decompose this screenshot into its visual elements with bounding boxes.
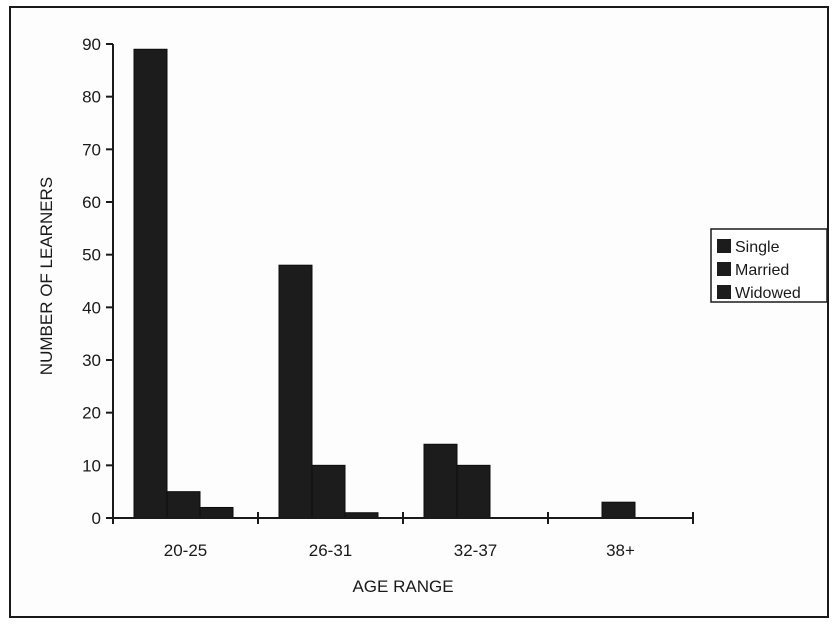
y-tick-label: 90 (82, 35, 101, 54)
y-tick-label: 20 (82, 404, 101, 423)
y-tick-label: 40 (82, 298, 101, 317)
x-category-label: 32-37 (454, 541, 497, 560)
x-labels-group: 20-25 26-31 32-37 38+ (164, 541, 635, 560)
bar-married-20-25 (166, 491, 201, 519)
bar-single-26-31 (278, 264, 313, 519)
y-axis-title: NUMBER OF LEARNERS (37, 177, 56, 375)
legend: Single Married Widowed (710, 228, 828, 303)
y-tick-label: 80 (82, 88, 101, 107)
bar-married-26-31 (311, 464, 346, 519)
x-category-label: 20-25 (164, 541, 207, 560)
bar-widowed-20-25 (199, 506, 234, 519)
legend-swatch-single (717, 239, 731, 253)
bars-group (133, 48, 636, 519)
legend-label-married: Married (735, 262, 789, 279)
x-category-label: 38+ (606, 541, 635, 560)
y-tick-label: 70 (82, 140, 101, 159)
y-tick-label: 0 (92, 509, 101, 528)
y-tick-label: 50 (82, 246, 101, 265)
y-ticks-group: 0 10 20 30 40 50 60 70 80 90 (82, 35, 113, 528)
y-tick-label: 10 (82, 456, 101, 475)
axes-group (112, 44, 694, 524)
legend-swatch-widowed (717, 285, 731, 299)
x-axis-title: AGE RANGE (352, 577, 453, 596)
bar-single-32-37 (423, 443, 458, 519)
legend-swatch-married (717, 262, 731, 276)
y-tick-label: 60 (82, 193, 101, 212)
bar-married-32-37 (456, 464, 491, 519)
bar-single-20-25 (133, 48, 168, 519)
legend-label-widowed: Widowed (735, 285, 801, 302)
y-tick-label: 30 (82, 351, 101, 370)
x-category-label: 26-31 (309, 541, 352, 560)
bar-married-38+ (601, 501, 636, 519)
legend-label-single: Single (735, 239, 780, 256)
